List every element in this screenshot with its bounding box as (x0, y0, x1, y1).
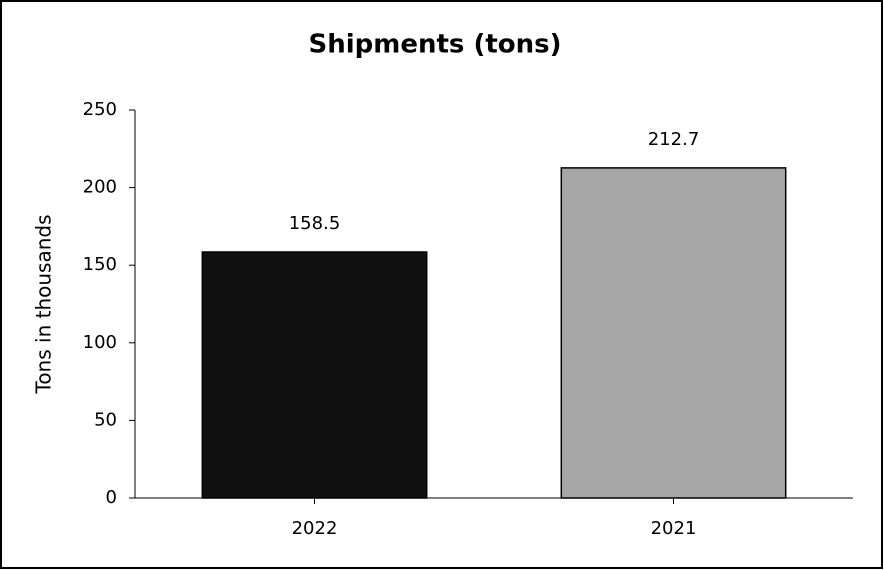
y-axis-label: Tons in thousands (32, 215, 56, 395)
y-tick-label: 100 (83, 332, 117, 353)
data-label: 212.7 (648, 129, 700, 150)
chart-title: Shipments (tons) (309, 30, 562, 60)
bar (201, 251, 428, 499)
y-tick-label: 0 (106, 487, 117, 508)
y-tick-label: 50 (94, 409, 117, 430)
x-tick-label: 2022 (292, 518, 338, 539)
bar (560, 167, 787, 499)
y-tick-label: 200 (83, 177, 117, 198)
y-tick-label: 250 (83, 99, 117, 120)
data-label: 158.5 (289, 213, 341, 234)
x-tick-label: 2021 (651, 518, 697, 539)
y-tick-label: 150 (83, 254, 117, 275)
